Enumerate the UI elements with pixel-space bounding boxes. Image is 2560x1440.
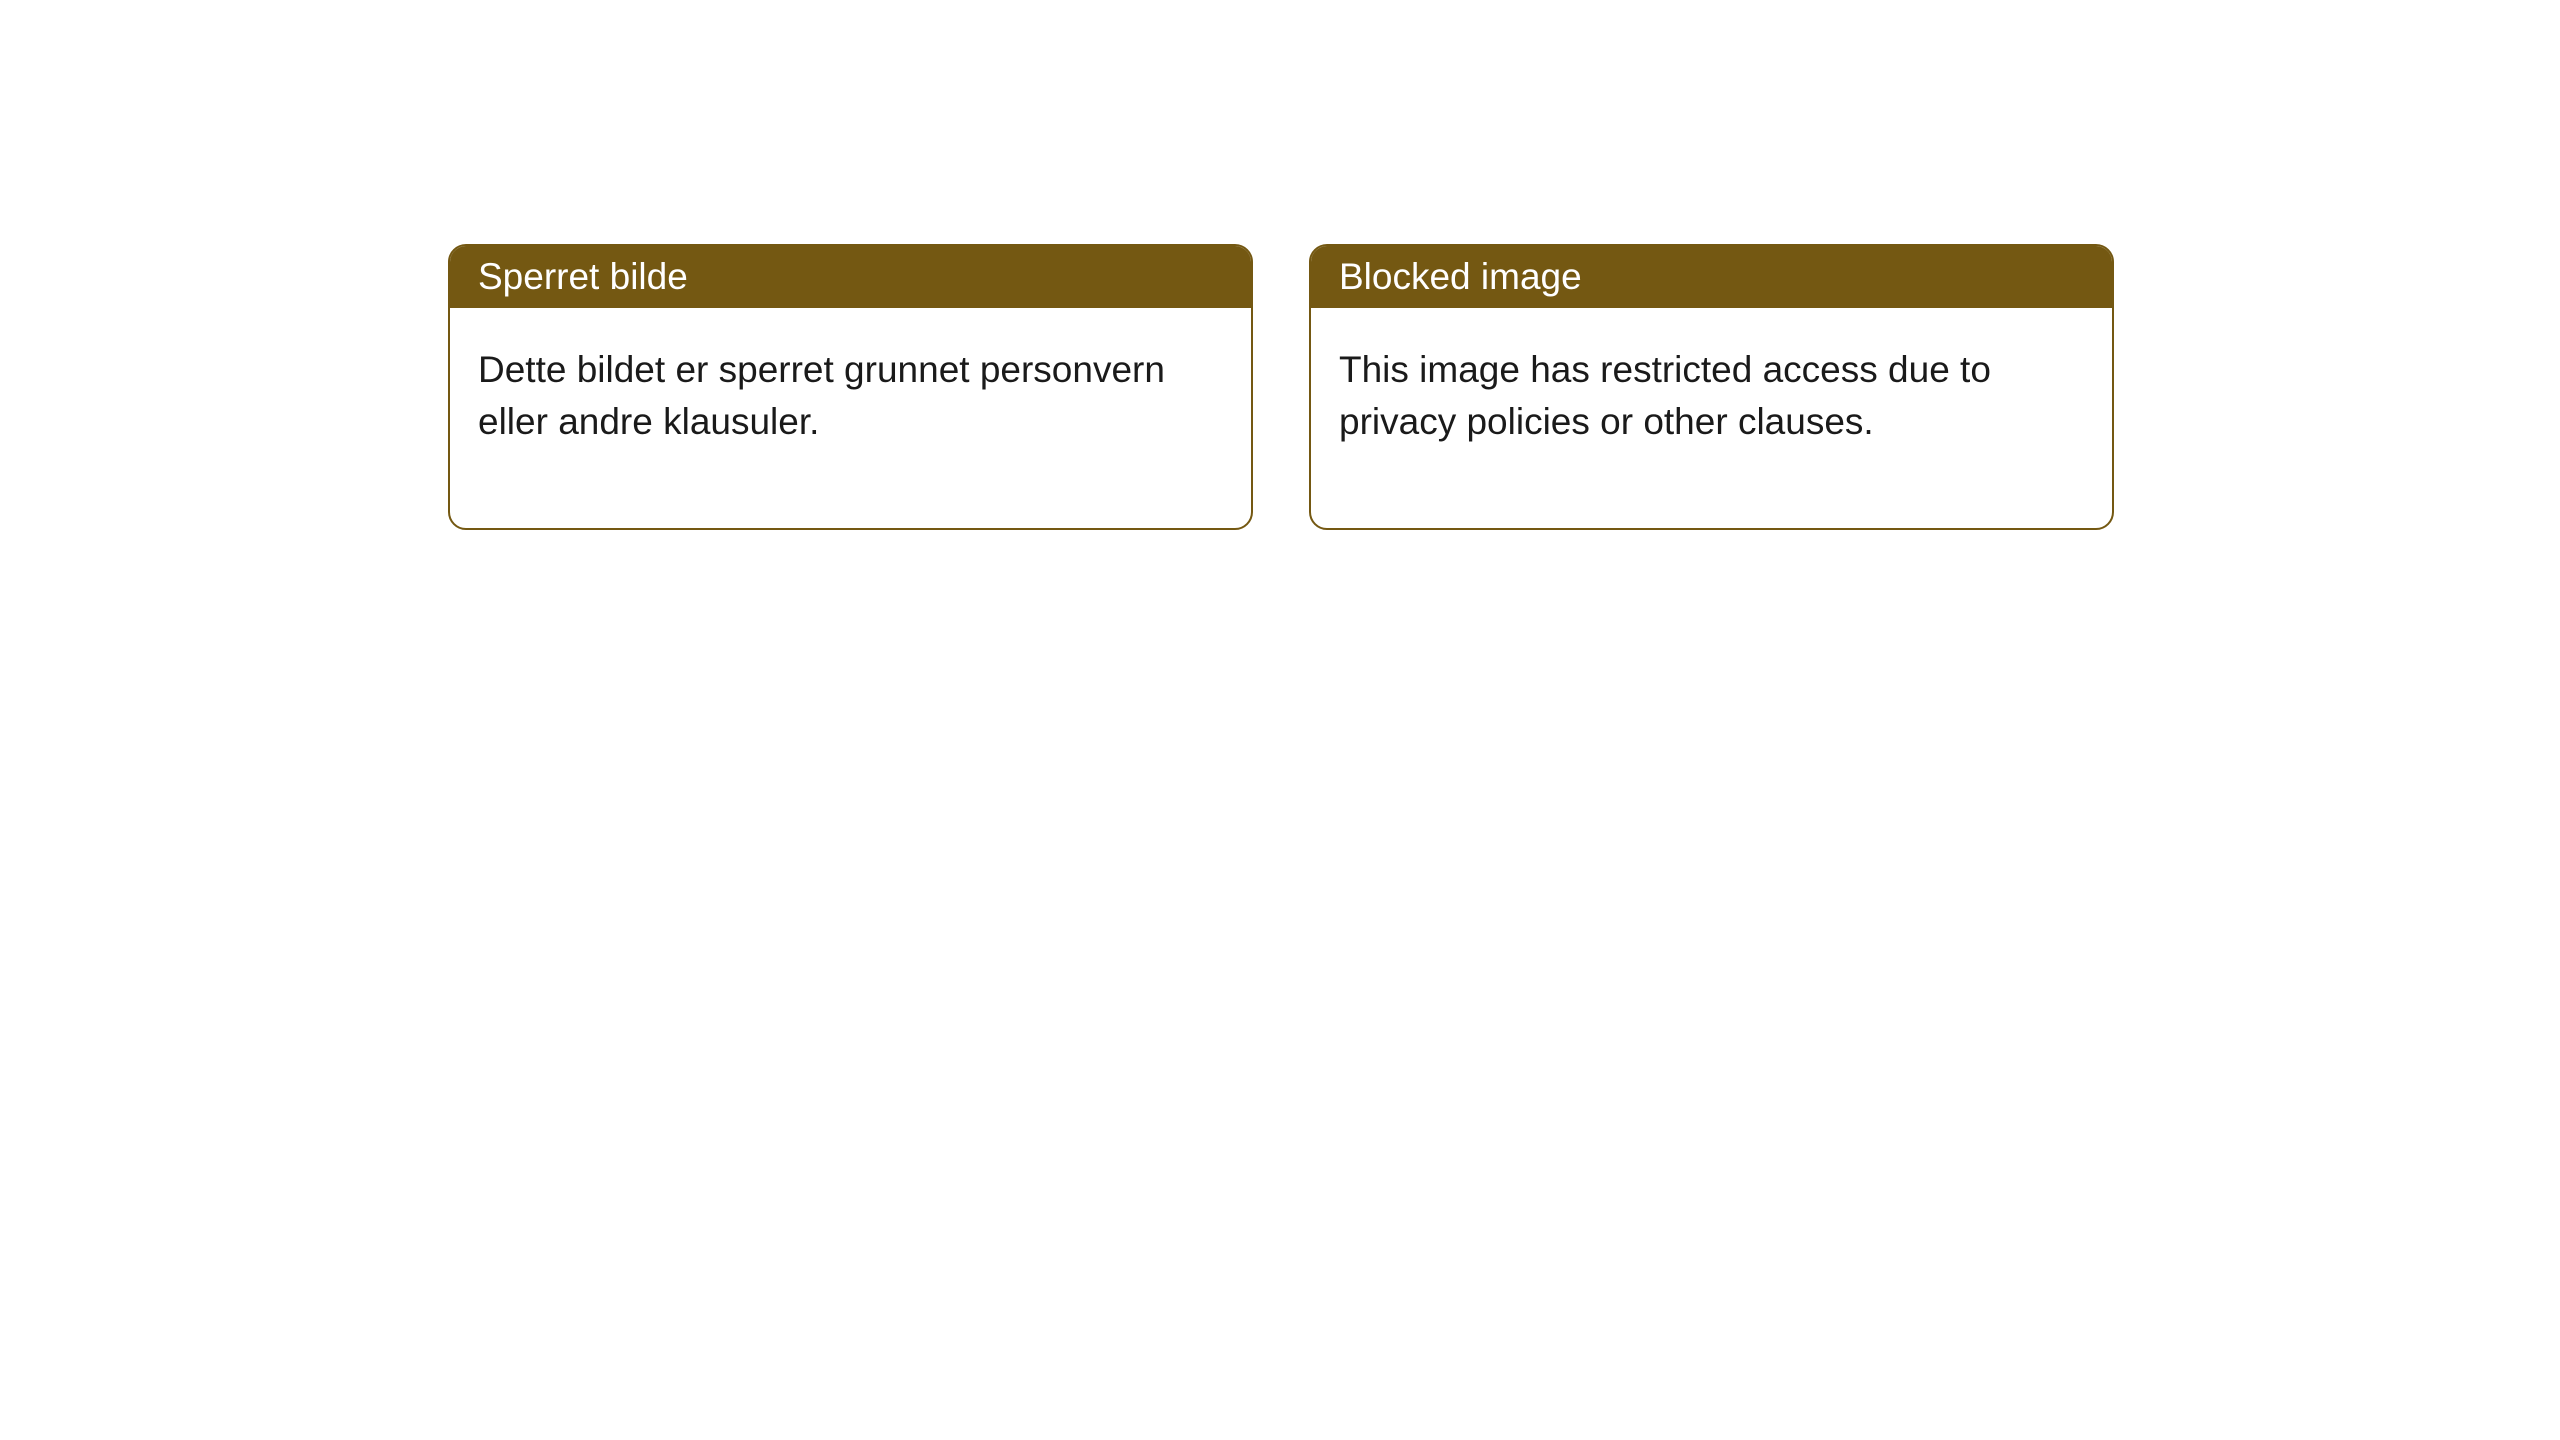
- blocked-image-card-no: Sperret bilde Dette bildet er sperret gr…: [448, 244, 1253, 530]
- card-body-text: Dette bildet er sperret grunnet personve…: [478, 349, 1165, 442]
- cards-container: Sperret bilde Dette bildet er sperret gr…: [0, 0, 2560, 530]
- card-title: Blocked image: [1339, 256, 1582, 297]
- card-body-text: This image has restricted access due to …: [1339, 349, 1991, 442]
- card-header: Blocked image: [1311, 246, 2112, 308]
- card-body: Dette bildet er sperret grunnet personve…: [450, 308, 1251, 528]
- card-title: Sperret bilde: [478, 256, 688, 297]
- card-body: This image has restricted access due to …: [1311, 308, 2112, 528]
- blocked-image-card-en: Blocked image This image has restricted …: [1309, 244, 2114, 530]
- card-header: Sperret bilde: [450, 246, 1251, 308]
